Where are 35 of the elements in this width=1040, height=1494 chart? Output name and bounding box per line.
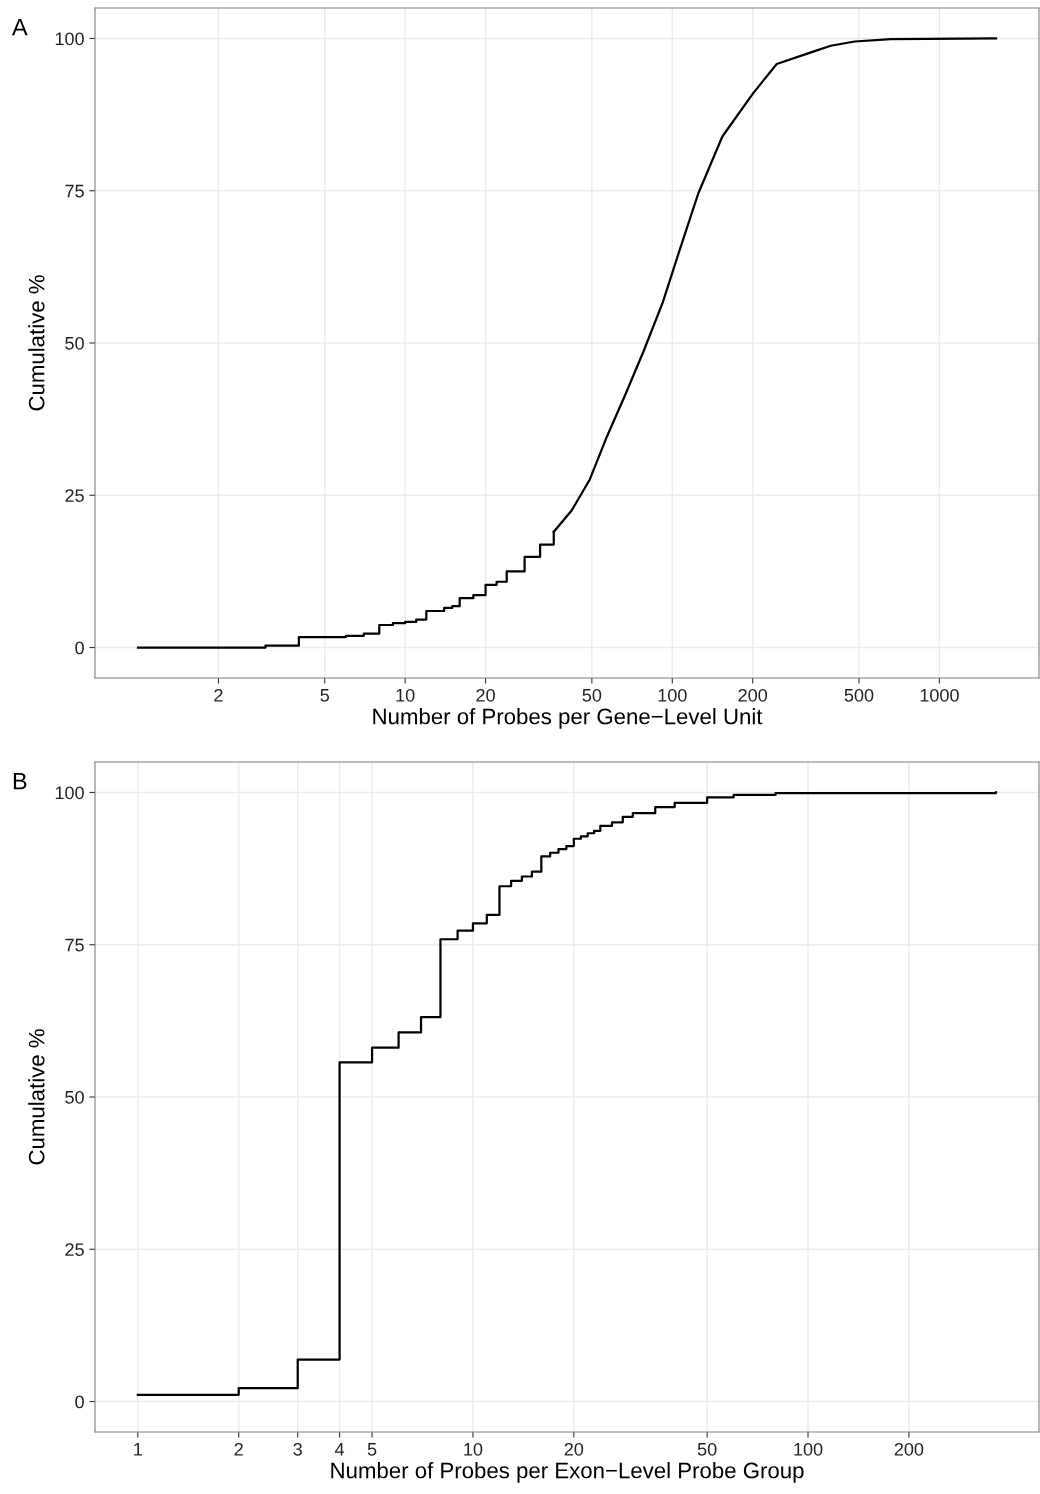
- y-tick-label: 75: [65, 938, 84, 952]
- x-tick-label: 2: [214, 688, 223, 702]
- y-tick-label: 50: [65, 1090, 84, 1104]
- x-tick-label: 20: [476, 688, 495, 702]
- x-axis-title: Number of Probes per Exon−Level Probe Group: [331, 1462, 804, 1483]
- y-tick-label: 75: [65, 184, 84, 198]
- y-tick-label: 25: [65, 1243, 84, 1256]
- x-tick-label: 1: [134, 1443, 142, 1456]
- x-tick-label: 500: [844, 688, 874, 702]
- chart-title: A: [11, 18, 28, 36]
- y-axis-title: Cumulative %: [28, 275, 45, 411]
- x-tick-label: 4: [334, 1443, 345, 1456]
- x-tick-label: 200: [738, 688, 768, 702]
- x-tick-label: 50: [582, 688, 602, 702]
- x-tick-label: 3: [293, 1442, 302, 1456]
- x-tick-label: 50: [697, 1442, 717, 1456]
- x-tick-label: 100: [658, 688, 687, 702]
- y-tick-label: 100: [55, 786, 84, 800]
- x-tick-label: 200: [894, 1442, 924, 1456]
- x-tick-label: 10: [396, 688, 415, 702]
- y-tick-label: 0: [75, 641, 84, 655]
- y-tick-label: 0: [75, 1395, 84, 1409]
- x-tick-label: 1000: [920, 688, 959, 702]
- x-tick-label: 10: [464, 1442, 483, 1456]
- x-tick-label: 5: [367, 1443, 377, 1456]
- y-tick-label: 25: [65, 489, 84, 502]
- chart-title: B: [13, 772, 27, 790]
- y-axis-title: Cumulative %: [28, 1029, 45, 1165]
- x-tick-label: 20: [564, 1442, 584, 1456]
- x-axis-title: Number of Probes per Gene−Level Unit: [373, 708, 763, 729]
- y-tick-label: 50: [65, 336, 84, 350]
- x-tick-label: 2: [234, 1442, 243, 1456]
- x-tick-label: 5: [320, 689, 330, 702]
- y-tick-label: 100: [55, 32, 84, 46]
- x-tick-label: 100: [794, 1442, 823, 1456]
